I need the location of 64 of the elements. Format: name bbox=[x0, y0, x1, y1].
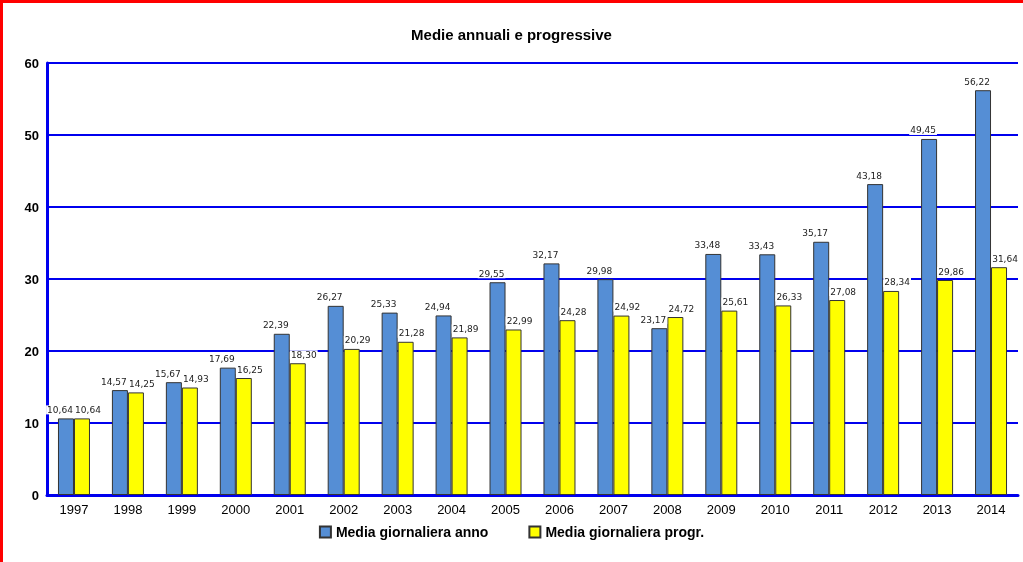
data-label: 10,64 bbox=[75, 404, 102, 415]
data-label: 28,34 bbox=[884, 277, 911, 288]
data-label: 16,25 bbox=[236, 364, 263, 375]
y-tick-label: 50 bbox=[24, 127, 39, 143]
data-label: 25,61 bbox=[722, 297, 749, 308]
x-tick-label: 2013 bbox=[922, 502, 952, 517]
x-tick-label: 1997 bbox=[59, 502, 89, 517]
data-label: 32,17 bbox=[532, 249, 559, 260]
y-tick-label: 60 bbox=[24, 55, 39, 71]
x-tick-label: 2002 bbox=[329, 502, 359, 517]
data-label: 24,92 bbox=[614, 302, 641, 313]
x-tick-label: 2001 bbox=[275, 502, 305, 517]
data-label: 14,57 bbox=[101, 376, 127, 387]
data-label: 26,33 bbox=[776, 291, 803, 302]
y-tick-label: 20 bbox=[24, 343, 39, 359]
y-tick-label: 30 bbox=[24, 271, 39, 287]
legend-label: Media giornaliera anno bbox=[335, 524, 489, 540]
data-label: 18,30 bbox=[290, 349, 317, 360]
data-label: 14,93 bbox=[182, 374, 209, 384]
data-label: 29,98 bbox=[586, 265, 613, 276]
data-label: 20,29 bbox=[344, 335, 371, 346]
data-label: 49,45 bbox=[910, 125, 936, 136]
y-tick-label: 40 bbox=[24, 199, 39, 215]
data-label: 21,28 bbox=[398, 328, 425, 339]
chart-title: Medie annuali e progressive bbox=[411, 26, 612, 43]
data-label: 27,08 bbox=[830, 286, 857, 297]
data-label: 22,39 bbox=[262, 320, 289, 331]
x-tick-label: 2010 bbox=[760, 502, 790, 517]
data-label: 24,28 bbox=[560, 306, 587, 317]
data-label: 24,72 bbox=[668, 303, 695, 314]
data-label: 10,64 bbox=[47, 404, 74, 415]
data-label: 29,86 bbox=[938, 266, 965, 277]
data-label: 17,69 bbox=[208, 354, 235, 365]
y-tick-label: 10 bbox=[24, 415, 39, 431]
y-tick-label: 0 bbox=[31, 487, 39, 503]
data-label: 43,18 bbox=[856, 170, 883, 181]
x-tick-label: 2006 bbox=[545, 502, 574, 517]
data-label: 33,48 bbox=[694, 240, 721, 251]
x-tick-label: 2007 bbox=[598, 502, 628, 517]
x-tick-label: 2000 bbox=[221, 502, 251, 517]
data-label: 35,17 bbox=[802, 228, 829, 239]
x-tick-label: 2004 bbox=[437, 502, 467, 517]
data-label: 25,33 bbox=[370, 299, 397, 310]
data-label: 15,67 bbox=[154, 368, 181, 379]
data-label: 14,25 bbox=[129, 378, 155, 389]
x-tick-label: 2011 bbox=[815, 502, 844, 517]
data-label: 26,27 bbox=[316, 292, 343, 303]
x-tick-label: 2014 bbox=[976, 502, 1006, 517]
data-label: 24,94 bbox=[424, 301, 451, 312]
x-tick-label: 2008 bbox=[652, 502, 682, 517]
x-tick-label: 2009 bbox=[706, 502, 736, 517]
data-label: 22,99 bbox=[506, 315, 533, 326]
data-label: 33,43 bbox=[748, 240, 775, 251]
x-tick-label: 1998 bbox=[113, 502, 143, 517]
x-tick-label: 2005 bbox=[491, 502, 520, 517]
data-label: 31,64 bbox=[992, 253, 1019, 264]
x-tick-label: 1999 bbox=[167, 502, 197, 517]
data-label: 21,89 bbox=[452, 323, 479, 334]
data-label: 29,55 bbox=[478, 268, 505, 279]
x-tick-label: 2003 bbox=[383, 502, 413, 517]
legend-label: Media giornaliera progr. bbox=[545, 524, 705, 540]
data-label: 23,17 bbox=[640, 314, 667, 325]
data-label: 56,22 bbox=[964, 76, 990, 87]
x-tick-label: 2012 bbox=[868, 502, 898, 517]
